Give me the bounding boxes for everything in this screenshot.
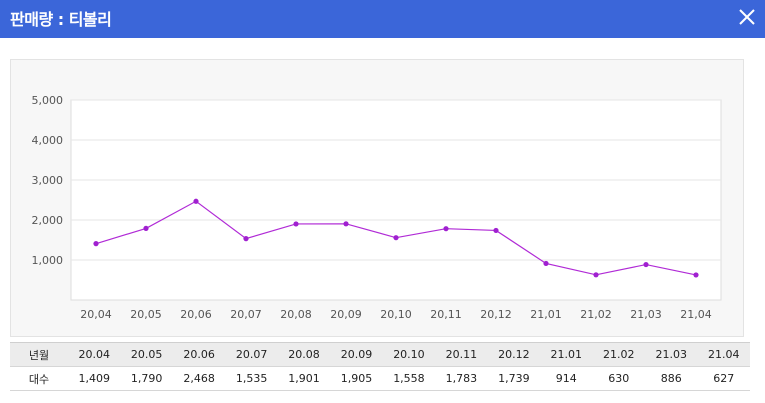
y-tick-label: 2,000 (32, 214, 64, 227)
table-header-cell: 21.02 (592, 342, 645, 367)
y-tick-label: 3,000 (32, 174, 64, 187)
plot-area (70, 99, 722, 301)
title-bar: 판매량 : 티볼리 (0, 0, 765, 38)
data-point (243, 236, 249, 242)
table-value-cell: 1,535 (225, 366, 278, 391)
table-value-row: 대수 1,409 1,790 2,468 1,535 1,901 1,905 1,558 1,… (10, 366, 750, 391)
table-header-cell: 20.06 (172, 342, 226, 367)
table-header-cell: 20.12 (487, 342, 541, 367)
x-tick-label: 20,11 (430, 308, 462, 321)
x-tick-label: 20,05 (130, 308, 162, 321)
table-header-cell: 21.01 (540, 342, 593, 367)
table-header-row: 년월 20.04 20.05 20.06 20.07 20.08 20.09 20.10 20… (10, 342, 750, 367)
table-value-cell: 630 (592, 366, 645, 391)
table-value-cell: 914 (540, 366, 593, 391)
data-point (443, 226, 449, 232)
table-value-cell: 1,558 (382, 366, 436, 391)
data-point (193, 198, 199, 204)
table-header-cell: 20.08 (277, 342, 331, 367)
y-tick-label: 1,000 (32, 254, 64, 267)
table-header-cell: 20.10 (382, 342, 436, 367)
table-header-cell: 20.11 (435, 342, 488, 367)
x-tick-label: 21,01 (530, 308, 562, 321)
data-point (93, 241, 99, 247)
close-icon[interactable] (737, 7, 757, 27)
data-point (693, 272, 699, 278)
x-tick-label: 21,04 (680, 308, 712, 321)
table-header-cell: 21.03 (644, 342, 698, 367)
x-tick-label: 20,12 (480, 308, 512, 321)
data-point (293, 221, 299, 227)
data-point (143, 225, 149, 231)
x-tick-label: 20,06 (180, 308, 212, 321)
table-row-label: 대수 (10, 366, 68, 391)
sales-line-chart: 1,000 2,000 3,000 4,000 5,000 20,04 20,05 20,06… (32, 94, 722, 321)
data-point (493, 227, 499, 234)
table-value-cell: 627 (697, 366, 750, 391)
data-point (593, 272, 599, 278)
x-tick-label: 20,07 (230, 308, 262, 321)
table-header-label: 년월 (10, 342, 68, 367)
table-value-cell: 1,790 (120, 366, 173, 391)
chart-panel: 1,000 2,000 3,000 4,000 5,000 20,04 20,05 20,06… (10, 59, 744, 337)
x-tick-label: 21,03 (630, 308, 662, 321)
y-tick-label: 5,000 (32, 94, 64, 107)
table-header-cell: 20.05 (120, 342, 173, 367)
sales-data-table: 년월 20.04 20.05 20.06 20.07 20.08 20.09 20.10 20… (10, 342, 750, 391)
table-value-cell: 1,905 (330, 366, 383, 391)
table-value-cell: 1,739 (487, 366, 541, 391)
table-value-cell: 1,901 (277, 366, 331, 391)
x-tick-label: 20,10 (380, 308, 412, 321)
table-header-cell: 20.04 (68, 342, 121, 367)
table-value-cell: 886 (644, 366, 698, 391)
data-point (543, 260, 549, 267)
x-tick-label: 20,04 (80, 308, 112, 321)
x-tick-label: 20,08 (280, 308, 312, 321)
table-header-cell: 20.07 (225, 342, 278, 367)
table-header-cell: 20.09 (330, 342, 383, 367)
data-point (343, 221, 349, 227)
x-tick-label: 20,09 (330, 308, 362, 321)
table-value-cell: 1,409 (68, 366, 121, 391)
table-value-cell: 2,468 (172, 366, 226, 391)
table-header-cell: 21.04 (697, 342, 750, 367)
x-tick-label: 21,02 (580, 308, 612, 321)
data-point (393, 235, 399, 241)
data-point (643, 261, 649, 268)
y-tick-label: 4,000 (32, 134, 64, 147)
window-title: 판매량 : 티볼리 (10, 10, 112, 29)
table-value-cell: 1,783 (435, 366, 488, 391)
